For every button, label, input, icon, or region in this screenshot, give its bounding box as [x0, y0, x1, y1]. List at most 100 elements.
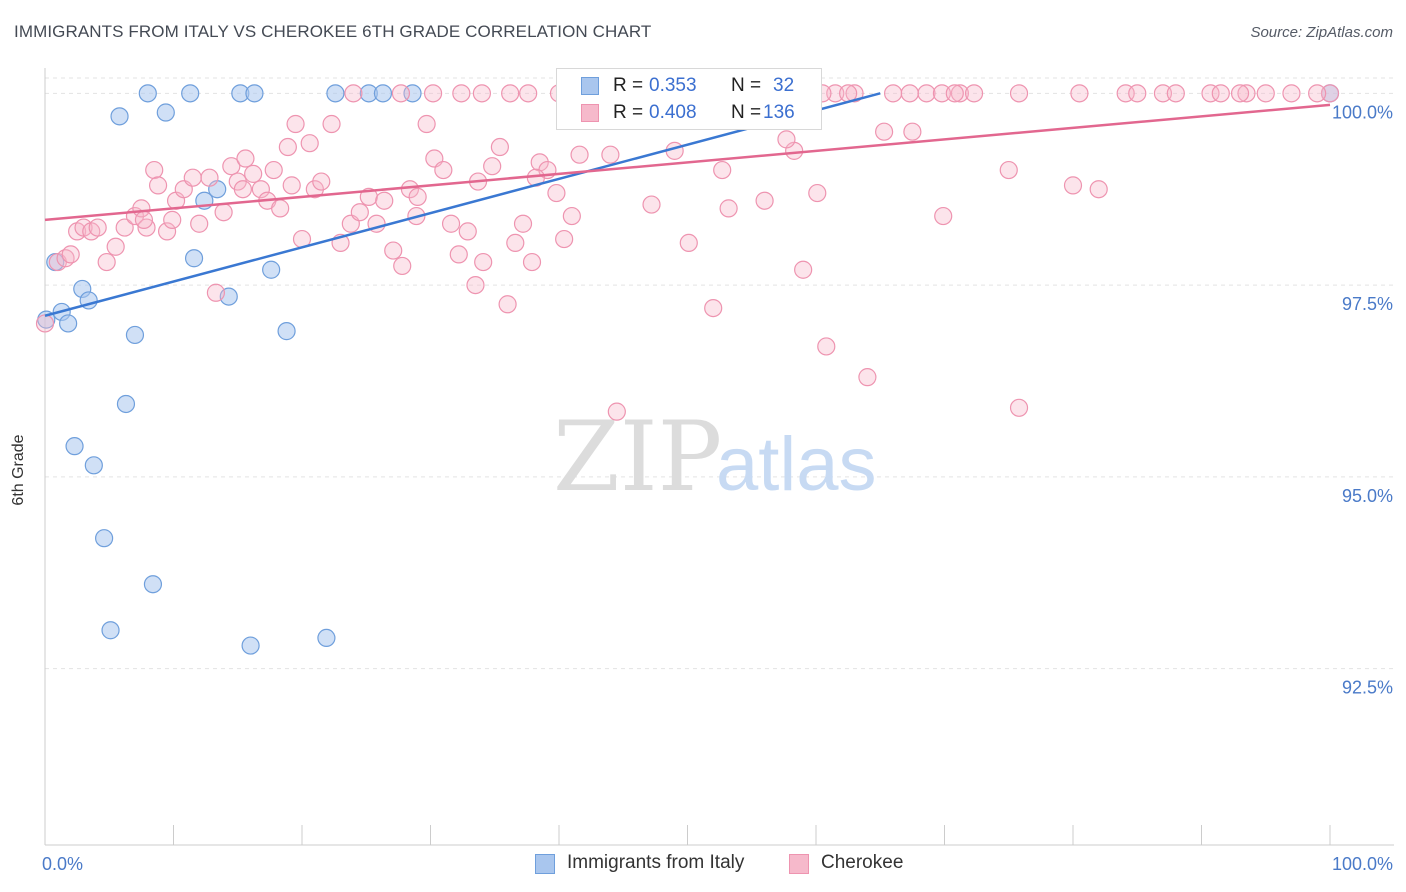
cherokee-data-point: [278, 137, 297, 157]
cherokee-legend-label: Cherokee: [821, 852, 904, 873]
cherokee-data-point: [1282, 84, 1301, 103]
cherokee-data-point: [452, 84, 471, 103]
cherokee-data-point: [1256, 84, 1275, 103]
cherokee-data-point: [106, 237, 125, 256]
cherokee-data-point: [522, 252, 542, 272]
cherokee-data-point: [423, 84, 443, 103]
cherokee-data-point: [562, 206, 581, 226]
cherokee-data-point: [244, 164, 263, 183]
cherokee-data-point: [1166, 84, 1185, 103]
italy-data-point: [84, 456, 103, 475]
cherokee-data-point: [601, 145, 620, 164]
x-tick-label-start: 0.0%: [42, 854, 83, 874]
watermark-atlas: atlas: [716, 422, 877, 507]
cherokee-data-point: [817, 337, 836, 356]
cherokee-data-point: [458, 222, 477, 241]
cherokee-data-point: [1201, 84, 1220, 103]
cherokee-data-point: [466, 275, 485, 295]
cherokee-data-point: [417, 114, 436, 134]
italy-data-point: [317, 628, 336, 648]
tick-labels: 92.5% 95.0% 97.5% 100.0% 0.0% 100.0%: [42, 102, 1393, 874]
cherokee-data-point: [148, 176, 168, 195]
cherokee-data-point: [490, 137, 509, 157]
data-points: [35, 84, 1340, 655]
cherokee-data-point: [312, 172, 331, 191]
cherokee-data-point: [222, 157, 241, 176]
cherokee-data-point: [271, 199, 290, 218]
n-label: N =: [731, 75, 762, 96]
cherokee-data-point: [964, 84, 984, 103]
cherokee-data-point: [808, 183, 827, 203]
r-label: R =: [613, 102, 644, 123]
cherokee-data-point: [903, 122, 922, 141]
italy-data-point: [125, 325, 145, 345]
cherokee-swatch: [581, 104, 599, 122]
italy-data-point: [65, 437, 84, 456]
x-tick-label-end: 100.0%: [1332, 854, 1393, 874]
y-tick-label: 97.5%: [1342, 294, 1393, 314]
cherokee-data-point: [777, 130, 796, 149]
cherokee-data-point: [845, 84, 864, 103]
cherokee-data-point: [391, 84, 411, 103]
cherokee-data-point: [713, 160, 732, 180]
cherokee-data-point: [858, 368, 877, 387]
italy-data-point: [262, 260, 281, 279]
stats-legend: R = 0.353 N = 32 R = 0.408 N = 136: [556, 68, 822, 130]
italy-data-point: [373, 84, 393, 103]
cherokee-data-point: [945, 84, 964, 103]
cherokee-data-point: [679, 233, 698, 253]
italy-data-point: [241, 636, 260, 655]
cherokee-data-point: [755, 191, 774, 210]
italy-data-point: [156, 103, 175, 122]
italy-legend-swatch: [535, 854, 555, 874]
cherokee-data-point: [375, 191, 394, 210]
cherokee-data-point: [88, 218, 107, 237]
cherokee-data-point: [384, 241, 403, 260]
cherokee-data-point: [513, 214, 533, 233]
cherokee-data-point: [547, 183, 566, 203]
chart-title: IMMIGRANTS FROM ITALY VS CHEROKEE 6TH GR…: [14, 22, 652, 41]
italy-data-point: [110, 107, 129, 126]
cherokee-data-point: [1063, 176, 1083, 195]
cherokee-data-point: [251, 180, 270, 199]
italy-data-point: [184, 249, 204, 268]
cherokee-data-point: [145, 160, 164, 180]
cherokee-data-point: [236, 149, 255, 168]
cherokee-data-point: [501, 84, 520, 103]
cherokee-data-point: [1237, 84, 1256, 103]
italy-data-point: [143, 575, 163, 594]
trend-lines: [44, 92, 1331, 317]
italy-data-point: [181, 84, 200, 103]
italy-trend-line: [44, 92, 881, 317]
italy-data-point: [116, 394, 136, 414]
cherokee-data-point: [322, 114, 341, 134]
cherokee-data-point: [1128, 84, 1147, 103]
italy-data-point: [277, 322, 296, 341]
cherokee-data-point: [530, 153, 549, 172]
cherokee-data-point: [233, 180, 252, 199]
watermark: ZIP atlas: [553, 401, 877, 513]
watermark-zip: ZIP: [553, 401, 722, 513]
cherokee-data-point: [264, 160, 283, 180]
cherokee-data-point: [1320, 84, 1340, 103]
cherokee-trend-line: [44, 103, 1331, 222]
cherokee-data-point: [474, 252, 493, 272]
cherokee-data-point: [519, 84, 538, 103]
cherokee-data-point: [483, 157, 502, 176]
cherokee-data-point: [498, 295, 517, 314]
y-tick-label: 95.0%: [1342, 486, 1393, 506]
cherokee-r-value: 0.408: [649, 102, 697, 123]
cherokee-data-point: [35, 314, 55, 333]
cherokee-data-point: [1009, 398, 1029, 417]
cherokee-data-point: [607, 402, 626, 421]
cherokee-data-point: [1211, 84, 1230, 103]
cherokee-data-point: [183, 168, 202, 187]
cherokee-data-point: [1009, 84, 1029, 103]
cherokee-data-point: [875, 122, 894, 141]
source-label[interactable]: Source: ZipAtlas.com: [1250, 24, 1393, 41]
italy-data-point: [245, 84, 264, 103]
italy-data-point: [101, 621, 120, 640]
cherokee-data-point: [555, 229, 574, 249]
italy-data-point: [138, 84, 157, 103]
cherokee-data-point: [1153, 84, 1173, 103]
